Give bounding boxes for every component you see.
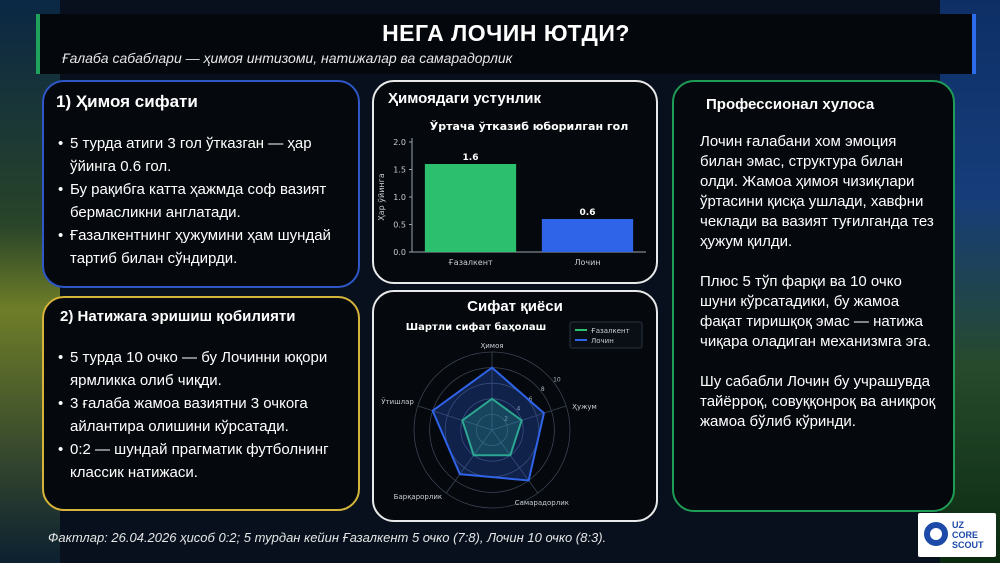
radar-spoke xyxy=(445,429,493,494)
logo-text: UZ CORE SCOUT xyxy=(952,520,992,550)
logo-line: UZ xyxy=(952,520,964,530)
bar-chart-title: Ўртача ўтказиб юборилган гол xyxy=(430,120,629,133)
quality-radar-chart: Шартли сифат баҳолаш 2 4 6 8 10 Ҳимоя Ҳужум Сама… xyxy=(381,321,643,509)
radar-axis-label: Самарадорлик xyxy=(515,499,569,507)
logo-line: CORE xyxy=(952,530,979,540)
radar-spoke xyxy=(491,429,539,494)
results-bullet: 5 турда 10 очко — бу Лочинни юқори ярмли… xyxy=(58,346,348,392)
radar-axis-label: Ўтишлар xyxy=(381,397,414,406)
defense-advantage-card: Ҳимоядаги устунлик Ўртача ўтказиб юборил… xyxy=(372,80,658,284)
bar-y-tick-label: 1.5 xyxy=(393,166,406,175)
defense-bullet: Бу рақибга катта ҳажмда соф вазият берма… xyxy=(58,178,348,224)
defense-bullets: 5 турда атиги 3 гол ўтказган — ҳар ўйинг… xyxy=(58,132,348,270)
radar-spoke xyxy=(417,405,493,431)
quality-comparison-card: Сифат қиёси Шартли сифат баҳолаш 2 4 6 8 10 Ҳи… xyxy=(372,290,658,522)
conclusion-paragraph: Шу сабабли Лочин бу учрашувда тайёрроқ, … xyxy=(700,373,936,430)
radar-card-title: Сифат қиёси xyxy=(467,298,563,315)
radar-r-tick-label: 8 xyxy=(541,386,545,393)
conclusion-title: Профессионал хулоса xyxy=(706,96,875,113)
bar-value-label: 1.6 xyxy=(463,153,479,163)
radar-legend-box xyxy=(569,321,643,349)
results-ability-card: 2) Натижага эришиш қобилияти 5 турда 10 … xyxy=(42,296,360,511)
title-bar: НЕГА ЛОЧИН ЮТДИ? Ғалаба сабаблари — ҳимо… xyxy=(36,14,976,74)
conclusion-paragraph: Лочин ғалабани хом эмоция билан эмас, ст… xyxy=(700,133,934,250)
radar-legend-label: Ғазалкент xyxy=(591,327,630,335)
radar-axis-label: Ҳужум xyxy=(572,403,597,411)
radar-spoke xyxy=(491,405,567,431)
conclusion-text: Лочин ғалабани хом эмоция билан эмас, ст… xyxy=(700,132,936,452)
bar-value-label: 0.6 xyxy=(580,208,596,218)
results-bullets: 5 турда 10 очко — бу Лочинни юқори ярмли… xyxy=(58,346,348,484)
bar-y-tick-label: 1.0 xyxy=(393,193,406,202)
conclusion-paragraph: Плюс 5 тўп фарқи ва 10 очко шуни кўрсата… xyxy=(700,273,931,350)
professional-conclusion-card: Профессионал хулоса Лочин ғалабани хом э… xyxy=(672,80,955,512)
bar-card-title: Ҳимоядаги устунлик xyxy=(388,90,542,107)
bar-y-tick-label: 0.0 xyxy=(393,248,406,257)
bar-y-tick-label: 2.0 xyxy=(393,138,406,147)
bar-y-tick-label: 0.5 xyxy=(393,221,406,230)
radar-r-tick-label: 6 xyxy=(529,396,533,403)
results-bullet: 0:2 — шундай прагматик футболнинг класси… xyxy=(58,438,348,484)
bar-0 xyxy=(424,164,517,252)
radar-legend-label: Лочин xyxy=(591,337,614,345)
bar-y-axis-label: Ҳар ўйинга xyxy=(377,173,386,221)
slide-title: НЕГА ЛОЧИН ЮТДИ? xyxy=(382,20,630,46)
logo-line: SCOUT xyxy=(952,540,984,550)
results-card-title: 2) Натижага эришиш қобилияти xyxy=(60,308,296,325)
radar-r-tick-label: 4 xyxy=(516,406,520,413)
bar-category-label: Лочин xyxy=(574,258,600,267)
bar-1 xyxy=(541,219,634,252)
slide-subtitle: Ғалаба сабаблари — ҳимоя интизоми, натиж… xyxy=(62,50,513,66)
radar-r-tick-label: 2 xyxy=(504,415,508,422)
defense-quality-card: 1) Ҳимоя сифати 5 турда атиги 3 гол ўтка… xyxy=(42,80,360,288)
defense-bullet: Ғазалкентнинг ҳужумини ҳам шундай тартиб… xyxy=(58,224,348,270)
uz-core-scout-logo: UZ CORE SCOUT xyxy=(918,513,996,557)
radar-series-0 xyxy=(461,397,523,457)
radar-axis-label: Ҳимоя xyxy=(480,342,503,350)
results-bullet: 3 ғалаба жамоа вазиятни 3 очкога айланти… xyxy=(58,392,348,438)
facts-footer: Фактлар: 26.04.2026 ҳисоб 0:2; 5 турдан … xyxy=(48,530,607,545)
defense-bullet: 5 турда атиги 3 гол ўтказган — ҳар ўйинг… xyxy=(58,132,348,178)
radar-chart-title: Шартли сифат баҳолаш xyxy=(406,321,547,333)
defense-card-title: 1) Ҳимоя сифати xyxy=(56,92,198,111)
radar-series-1 xyxy=(431,366,546,482)
ball-icon xyxy=(924,522,948,546)
radar-r-tick-label: 10 xyxy=(553,377,561,384)
bar-category-label: Ғазалкент xyxy=(448,258,493,267)
radar-axis-label: Барқарорлик xyxy=(394,493,442,501)
goals-conceded-bar-chart: Ўртача ўтказиб юборилган гол 0.0 0.5 1.0 1.5… xyxy=(377,120,646,267)
